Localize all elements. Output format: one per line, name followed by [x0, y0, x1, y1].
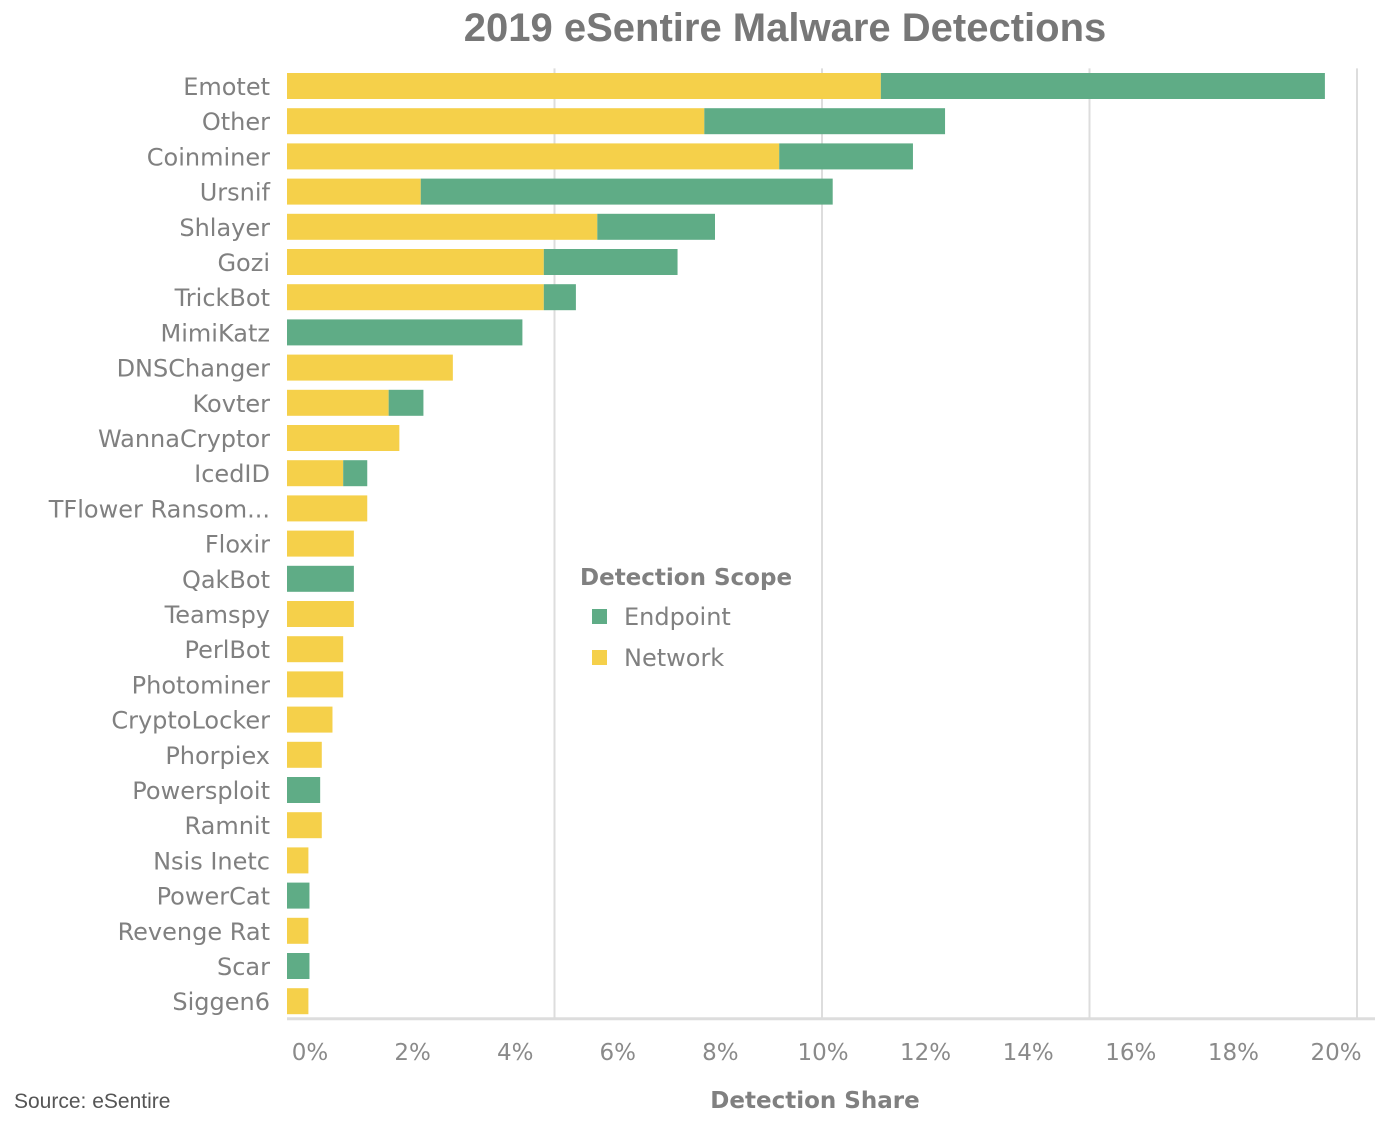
- category-label-ramnit: Ramnit: [184, 812, 270, 840]
- category-label-cryptolocker: CryptoLocker: [111, 707, 270, 735]
- category-label-ursnif: Ursnif: [200, 179, 271, 207]
- bar-network-dnschanger: [287, 354, 453, 381]
- x-tick-label-5: 10%: [797, 1040, 848, 1066]
- category-label-nsis-inetc: Nsis Inetc: [153, 847, 270, 875]
- x-tick-label-0: 0%: [292, 1040, 329, 1066]
- category-label-powercat: PowerCat: [157, 883, 270, 911]
- category-label-other: Other: [202, 108, 270, 136]
- category-label-teamspy: Teamspy: [164, 601, 270, 629]
- category-label-mimikatz: MimiKatz: [161, 319, 270, 347]
- bar-endpoint-powersploit: [287, 777, 321, 803]
- bar-network-siggen6: [287, 988, 309, 1015]
- category-label-powersploit: Powersploit: [132, 777, 270, 805]
- bar-network-shlayer: [287, 213, 598, 240]
- bar-network-other: [287, 108, 705, 135]
- x-tick-label-9: 18%: [1208, 1040, 1259, 1066]
- x-tick-label-2: 4%: [497, 1040, 534, 1066]
- bar-network-emotet: [287, 73, 881, 99]
- bar-endpoint-emotet: [880, 73, 1325, 99]
- category-label-shlayer: Shlayer: [179, 214, 270, 242]
- legend-swatch-network: [592, 650, 607, 665]
- bar-network-nsis-inetc: [287, 847, 309, 874]
- bar-endpoint-shlayer: [597, 213, 715, 240]
- category-label-phorpiex: Phorpiex: [165, 742, 270, 770]
- bar-endpoint-qakbot: [287, 565, 354, 592]
- category-label-emotet: Emotet: [183, 73, 270, 101]
- bar-network-perlbot: [287, 636, 344, 663]
- category-label-icedid: IcedID: [194, 460, 270, 488]
- bar-endpoint-trickbot: [543, 284, 576, 311]
- category-label-dnschanger: DNSChanger: [117, 355, 271, 383]
- bar-network-tflower-ransom: [287, 495, 368, 522]
- category-label-gozi: Gozi: [217, 249, 270, 277]
- bar-endpoint-other: [704, 108, 946, 135]
- bar-network-trickbot: [287, 284, 544, 311]
- bar-endpoint-gozi: [543, 249, 678, 275]
- bar-endpoint-powercat: [287, 882, 310, 909]
- bar-network-wannacryptor: [287, 425, 400, 451]
- chart-title: 2019 eSentire Malware Detections: [464, 6, 1107, 50]
- gridlines: [287, 68, 1375, 1021]
- x-tick-label-1: 2%: [394, 1040, 431, 1066]
- bar-network-teamspy: [287, 601, 354, 627]
- category-label-coinminer: Coinminer: [147, 143, 270, 171]
- bar-network-revenge-rat: [287, 917, 309, 944]
- bar-network-photominer: [287, 671, 344, 698]
- bar-endpoint-ursnif: [420, 178, 833, 205]
- x-tick-labels: 0% 2% 4% 6% 8% 10% 12% 14% 16% 18% 20%: [292, 1040, 1362, 1066]
- category-label-wannacryptor: WannaCryptor: [98, 425, 270, 453]
- category-label-photominer: Photominer: [132, 671, 270, 699]
- category-label-kovter: Kovter: [193, 390, 271, 418]
- legend-label-endpoint: Endpoint: [624, 603, 731, 631]
- bar-network-ursnif: [287, 178, 421, 205]
- category-label-scar: Scar: [217, 953, 270, 981]
- x-tick-label-3: 6%: [600, 1040, 637, 1066]
- bar-network-coinminer: [287, 143, 780, 170]
- category-label-perlbot: PerlBot: [185, 636, 270, 664]
- x-tick-label-6: 12%: [900, 1040, 951, 1066]
- x-axis-title: Detection Share: [710, 1088, 919, 1114]
- bar-endpoint-icedid: [343, 460, 368, 487]
- legend-swatch-endpoint: [592, 609, 607, 624]
- x-tick-label-4: 8%: [702, 1040, 739, 1066]
- category-label-qakbot: QakBot: [182, 566, 270, 594]
- bars: [287, 73, 1325, 1015]
- bar-endpoint-coinminer: [779, 143, 913, 170]
- bar-network-floxir: [287, 530, 354, 557]
- bar-endpoint-scar: [287, 953, 310, 979]
- source-note: Source: eSentire: [14, 1090, 170, 1113]
- bar-network-icedid: [287, 460, 344, 487]
- x-tick-label-8: 16%: [1105, 1040, 1156, 1066]
- bar-network-kovter: [287, 389, 389, 416]
- legend: Detection Scope Endpoint Network: [580, 565, 792, 672]
- bar-network-cryptolocker: [287, 706, 333, 733]
- category-label-siggen6: Siggen6: [172, 988, 270, 1016]
- bar-network-gozi: [287, 249, 544, 275]
- x-tick-label-10: 20%: [1310, 1040, 1361, 1066]
- bar-endpoint-mimikatz: [287, 319, 523, 346]
- legend-title: Detection Scope: [580, 565, 792, 591]
- category-label-tflower-ransom: TFlower Ransom...: [48, 495, 270, 523]
- bar-endpoint-kovter: [388, 389, 424, 416]
- category-label-floxir: Floxir: [205, 531, 270, 559]
- bar-network-phorpiex: [287, 741, 322, 768]
- category-labels: Emotet Other Coinminer Ursnif Shlayer Gozi Tri…: [48, 73, 271, 1016]
- bar-network-ramnit: [287, 812, 322, 839]
- category-label-revenge-rat: Revenge Rat: [118, 918, 270, 946]
- category-label-trickbot: TrickBot: [174, 284, 270, 312]
- legend-label-network: Network: [624, 644, 724, 672]
- x-tick-label-7: 14%: [1003, 1040, 1054, 1066]
